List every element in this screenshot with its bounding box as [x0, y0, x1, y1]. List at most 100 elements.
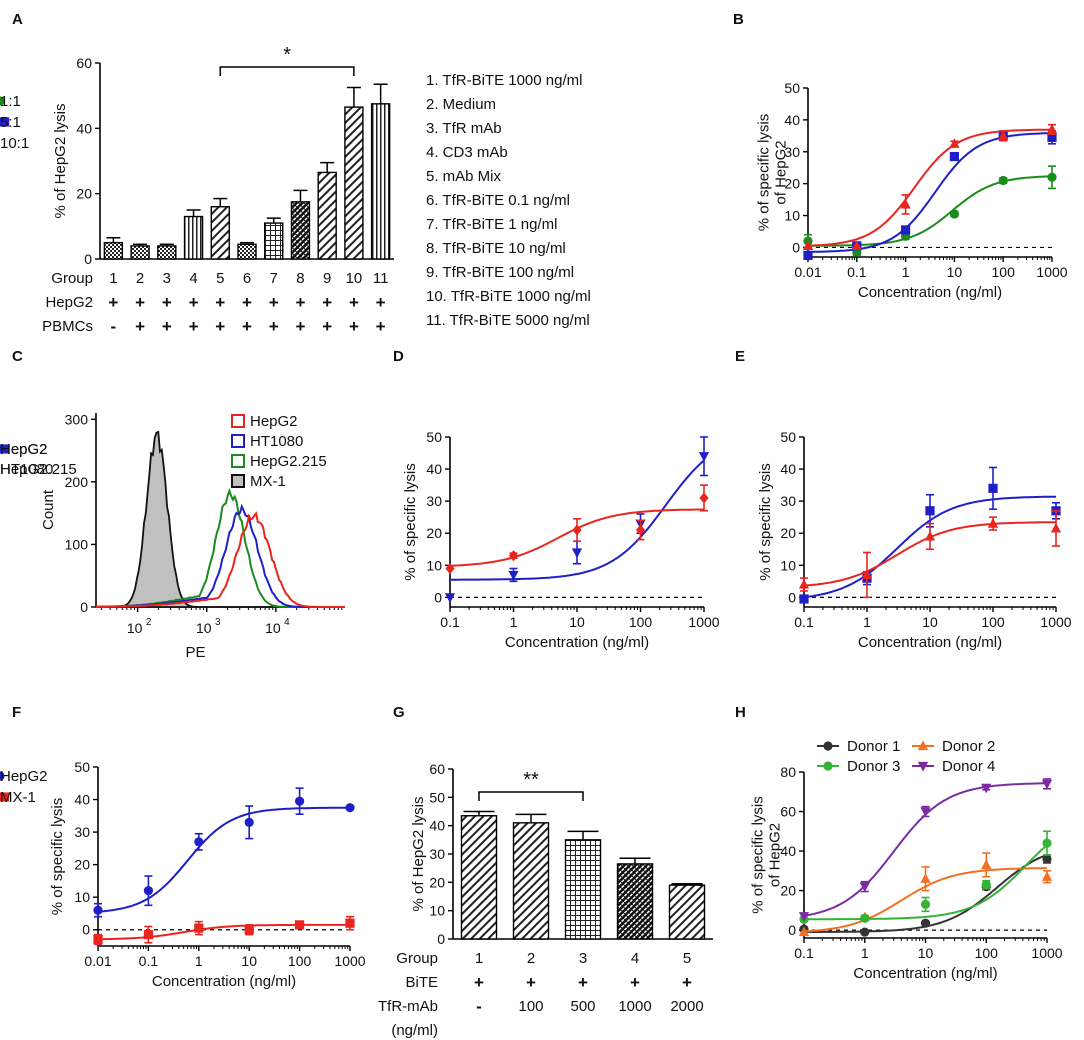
legend-label: HepG2.215 — [0, 461, 77, 478]
table-row-label: TfR-mAb — [378, 998, 438, 1015]
y-tick-label: 30 — [74, 824, 90, 840]
legend-label: HT1080 — [0, 461, 53, 478]
table-cell: 1000 — [618, 998, 651, 1015]
data-point — [445, 562, 455, 575]
data-point — [194, 923, 204, 933]
bar — [668, 884, 706, 940]
x-tick-label: 0.01 — [84, 953, 111, 969]
x-tick-label: 100 — [288, 953, 312, 969]
y-tick-label: 200 — [65, 474, 89, 490]
fit-curve — [803, 782, 1047, 917]
fit-curve — [98, 923, 350, 941]
table-cell: 10 — [346, 270, 363, 287]
table-cell: + — [215, 293, 225, 312]
bar — [616, 863, 654, 940]
data-point — [798, 912, 810, 922]
table-cell: 11 — [373, 270, 389, 287]
legend-list-item: 7. TfR-BiTE 1 ng/ml — [426, 216, 557, 233]
x-tick-label: 10 — [196, 620, 212, 636]
legend-list-item: 8. TfR-BiTE 10 ng/ml — [426, 240, 566, 257]
bar — [460, 815, 498, 940]
data-point — [981, 880, 991, 890]
x-tick-label: 0.1 — [139, 953, 159, 969]
data-point — [802, 240, 814, 250]
y-tick-label: 50 — [780, 429, 796, 445]
data-point — [1046, 123, 1058, 134]
data-point — [143, 886, 153, 896]
y-tick-label: 10 — [74, 889, 90, 905]
x-tick-label: 10 — [918, 945, 934, 961]
data-point — [859, 882, 870, 893]
data-point — [949, 209, 960, 219]
legend-marker — [0, 771, 5, 781]
y-tick-label: 40 — [76, 120, 92, 136]
bar — [370, 103, 391, 260]
bar — [564, 839, 602, 940]
x-tick-exponent: 4 — [284, 617, 290, 628]
x-axis-title: Concentration (ng/ml) — [858, 634, 1002, 651]
x-axis-title: Concentration (ng/ml) — [853, 965, 997, 982]
x-tick-label: 0.1 — [794, 614, 814, 630]
table-cell: + — [376, 293, 386, 312]
legend-label: HepG2 — [250, 413, 298, 430]
y-tick-label: 40 — [74, 792, 90, 808]
chart-panel-a: 0 20 40 60 % of HepG2 lysis * Group 1 2 3 4 5 6 7 8 9 10… — [42, 44, 591, 336]
x-tick-label: 0.1 — [794, 945, 814, 961]
x-tick-label: 100 — [629, 614, 653, 630]
data-point — [699, 492, 709, 504]
y-tick-label: 0 — [792, 239, 800, 255]
legend-marker — [0, 96, 5, 106]
data-point — [698, 452, 710, 462]
chart-panel-f: 0 10 20 30 40 50 0.01 0.1 1 10 100 1000 Concentratio… — [0, 759, 366, 990]
y-axis-title: of HepG2 — [773, 140, 790, 204]
table-cell: 1 — [109, 270, 117, 287]
legend-list-item: 10. TfR-BiTE 1000 ng/ml — [426, 288, 591, 305]
x-axis-title: Concentration (ng/ml) — [505, 634, 649, 651]
legend-label: Donor 2 — [942, 738, 995, 755]
x-tick-label: 10 — [265, 620, 281, 636]
table-row-label: BiTE — [405, 974, 438, 991]
legend-list-item: 3. TfR mAb — [426, 120, 502, 137]
x-axis-title: Concentration (ng/ml) — [152, 973, 296, 990]
legend-label: MX-1 — [0, 789, 36, 806]
y-tick-label: 80 — [780, 764, 796, 780]
y-axis-title: % of HepG2 lysis — [410, 796, 427, 911]
y-tick-label: 0 — [788, 922, 796, 938]
table-cell: 6 — [243, 270, 251, 287]
y-tick-label: 0 — [80, 599, 88, 615]
data-point — [1041, 871, 1053, 881]
y-tick-label: 0 — [437, 931, 445, 947]
significance-bracket — [219, 66, 355, 76]
x-tick-label: 1 — [861, 945, 869, 961]
data-point — [900, 198, 911, 209]
table-cell: + — [108, 293, 118, 312]
y-tick-label: 30 — [780, 493, 796, 509]
x-tick-label: 1000 — [1040, 614, 1071, 630]
fit-curve — [808, 132, 1053, 253]
data-point — [860, 913, 870, 923]
y-tick-label: 30 — [426, 493, 442, 509]
data-point — [1047, 172, 1057, 182]
data-point — [920, 873, 931, 883]
data-point — [295, 920, 305, 930]
table-cell: + — [295, 293, 305, 312]
y-tick-label: 30 — [784, 144, 800, 160]
data-point — [988, 483, 998, 493]
legend-list-item: 2. Medium — [426, 96, 496, 113]
data-point — [571, 548, 583, 559]
table-row-label: Group — [51, 270, 93, 287]
y-axis-title: % of HepG2 lysis — [52, 103, 69, 218]
fit-curve — [97, 806, 351, 913]
table-cell: + — [322, 293, 332, 312]
y-axis-title: Count — [40, 489, 57, 530]
data-point — [901, 225, 911, 235]
legend-marker — [823, 761, 833, 771]
y-tick-label: 20 — [429, 874, 445, 890]
legend-marker — [823, 741, 833, 751]
y-tick-label: 20 — [784, 176, 800, 192]
panel-letter-a: A — [12, 11, 23, 28]
data-point — [924, 530, 936, 541]
table-row-label: PBMCs — [42, 318, 93, 335]
y-tick-label: 60 — [429, 761, 445, 777]
